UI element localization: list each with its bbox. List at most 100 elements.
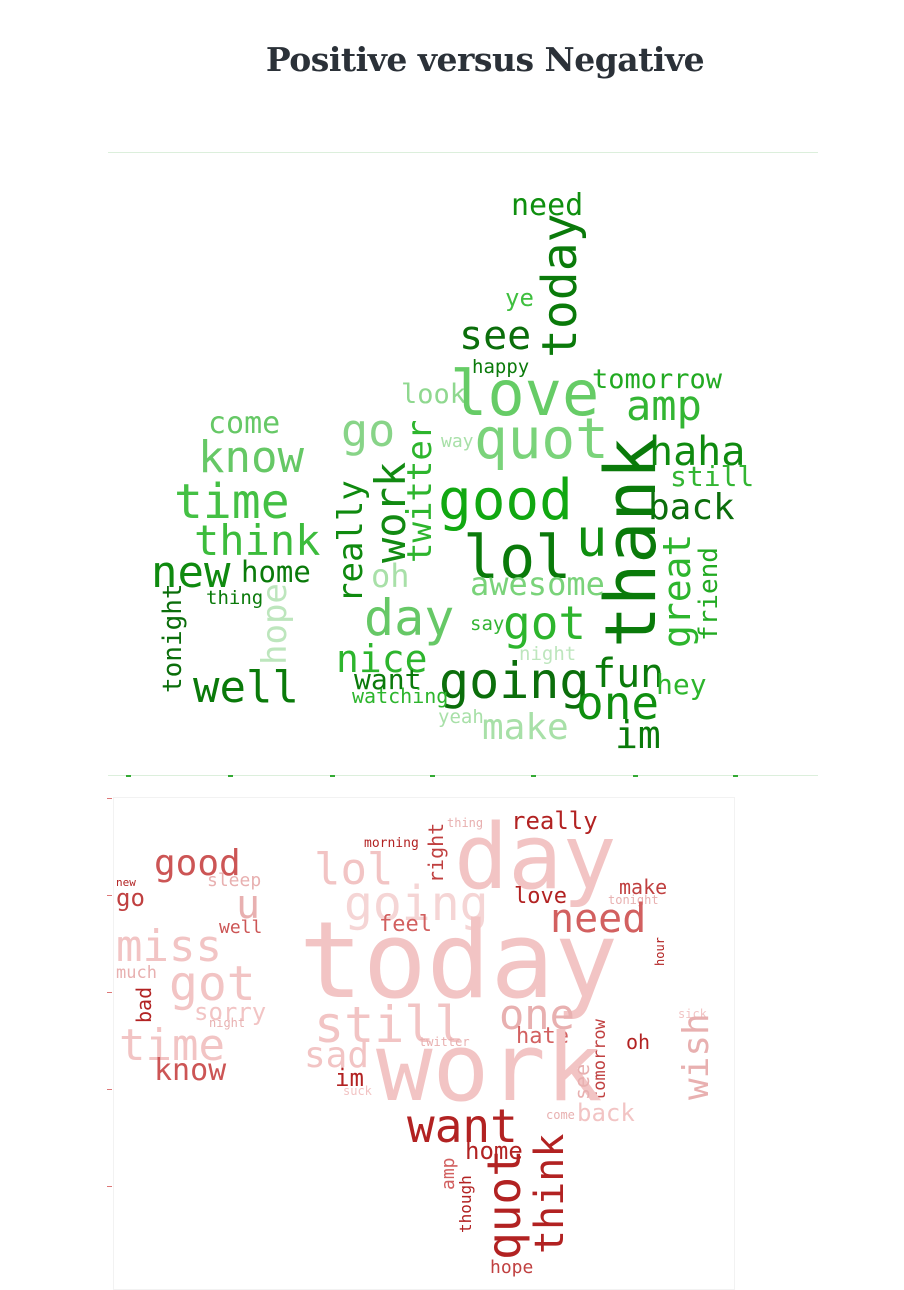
axis-tick (107, 895, 112, 896)
cloud-word: great (655, 533, 699, 648)
cloud-word: im (615, 713, 661, 757)
cloud-word: hey (656, 668, 707, 701)
cloud-word: oh (371, 557, 410, 595)
cloud-word: back (648, 487, 735, 528)
cloud-word: quot (477, 1149, 531, 1260)
cloud-word: love (450, 357, 600, 430)
cloud-word: happy (472, 356, 530, 378)
axis-tick (228, 775, 233, 777)
cloud-word: feel (379, 912, 432, 937)
axis-tick (107, 1089, 112, 1090)
cloud-word: amp (626, 381, 702, 430)
cloud-word: think (527, 1133, 573, 1254)
cloud-word: come (546, 1108, 575, 1122)
cloud-word: sick (678, 1007, 707, 1021)
cloud-word: hate (516, 1024, 569, 1049)
cloud-word: back (577, 1099, 635, 1127)
cloud-word: look (401, 379, 467, 410)
axis-tick (107, 1186, 112, 1187)
cloud-word: yeah (438, 706, 484, 728)
cloud-word: good (154, 843, 241, 884)
cloud-word: thing (206, 587, 264, 609)
cloud-word: need (550, 896, 647, 942)
cloud-word: tonight (158, 583, 188, 693)
cloud-word: want (354, 663, 422, 696)
cloud-word: watching (352, 684, 449, 708)
negative-word-cloud: thing really day morning right good lol new slee… (113, 797, 735, 1290)
top-divider (108, 152, 818, 153)
cloud-word: tonight (608, 893, 659, 907)
cloud-word: think (194, 516, 321, 565)
cloud-word: one (576, 676, 660, 730)
cloud-word: need (511, 188, 584, 223)
cloud-word: awesome (470, 565, 605, 603)
cloud-word: going (439, 652, 590, 710)
axis-tick (107, 992, 112, 993)
cloud-word: nice (336, 637, 428, 681)
cloud-word: today (532, 213, 588, 359)
cloud-word: got (169, 956, 256, 1012)
cloud-word: one (499, 990, 575, 1039)
cloud-word: love (514, 884, 567, 909)
cloud-word: know (198, 432, 304, 483)
cloud-word: though (456, 1175, 475, 1233)
page-title: Positive versus Negative (265, 40, 705, 79)
cloud-word: well (219, 917, 263, 938)
cloud-word: well (193, 662, 299, 713)
cloud-word: sad (304, 1035, 370, 1076)
cloud-word: u (236, 882, 261, 928)
cloud-word: new (151, 547, 231, 598)
cloud-word: oh (626, 1030, 651, 1054)
cloud-word: good (438, 468, 573, 533)
cloud-word: got (503, 596, 587, 650)
cloud-word: tomorrow (592, 364, 723, 395)
cloud-word: haha (649, 429, 746, 475)
cloud-word: miss (116, 921, 222, 972)
axis-tick (633, 775, 638, 777)
cloud-word: bad (132, 986, 156, 1023)
cloud-word: morning (364, 836, 419, 851)
cloud-word: much (116, 963, 157, 983)
cloud-word: night (519, 643, 577, 665)
cloud-word: see (570, 1063, 594, 1100)
cloud-word: really (331, 480, 371, 603)
cloud-word: going (344, 876, 489, 932)
cloud-word: way (441, 431, 474, 452)
cloud-word: hour (653, 937, 667, 966)
positive-word-cloud: need today ye see happy tomorrow look love amp co… (108, 153, 818, 775)
cloud-word: hope (490, 1257, 534, 1278)
cloud-word: quot (474, 407, 609, 472)
cloud-word: wish (676, 1013, 717, 1100)
cloud-word: home (241, 555, 311, 589)
cloud-word: go (341, 404, 396, 457)
cloud-word: day (364, 589, 455, 647)
axis-tick (733, 775, 738, 777)
cloud-word: lol (314, 844, 394, 895)
cloud-word: say (470, 613, 505, 635)
cloud-word: fun (592, 651, 665, 697)
cloud-word: come (208, 406, 281, 441)
cloud-word: day (454, 805, 617, 910)
cloud-word: today (299, 899, 619, 1022)
axis-tick (330, 775, 335, 777)
cloud-word: friend (694, 547, 724, 641)
cloud-word: see (459, 313, 532, 359)
axis-tick (531, 775, 536, 777)
cloud-word: thing (447, 816, 484, 830)
cloud-word: make (482, 707, 569, 748)
cloud-word: go (116, 884, 145, 912)
axis-tick (430, 775, 435, 777)
cloud-word: want (407, 1099, 518, 1153)
cloud-word: make (619, 875, 668, 899)
cloud-word: right (424, 822, 448, 883)
cloud-word: time (119, 1020, 225, 1071)
cloud-word: sorry (194, 998, 267, 1026)
cloud-word: still (314, 996, 465, 1054)
cloud-word: suck (343, 1084, 372, 1098)
cloud-word: u (576, 509, 608, 569)
cloud-word: im (335, 1064, 364, 1092)
axis-tick (126, 775, 131, 777)
cloud-word: sleep (207, 870, 262, 891)
cloud-word: lol (463, 523, 572, 593)
cloud-word: hope (255, 583, 295, 665)
